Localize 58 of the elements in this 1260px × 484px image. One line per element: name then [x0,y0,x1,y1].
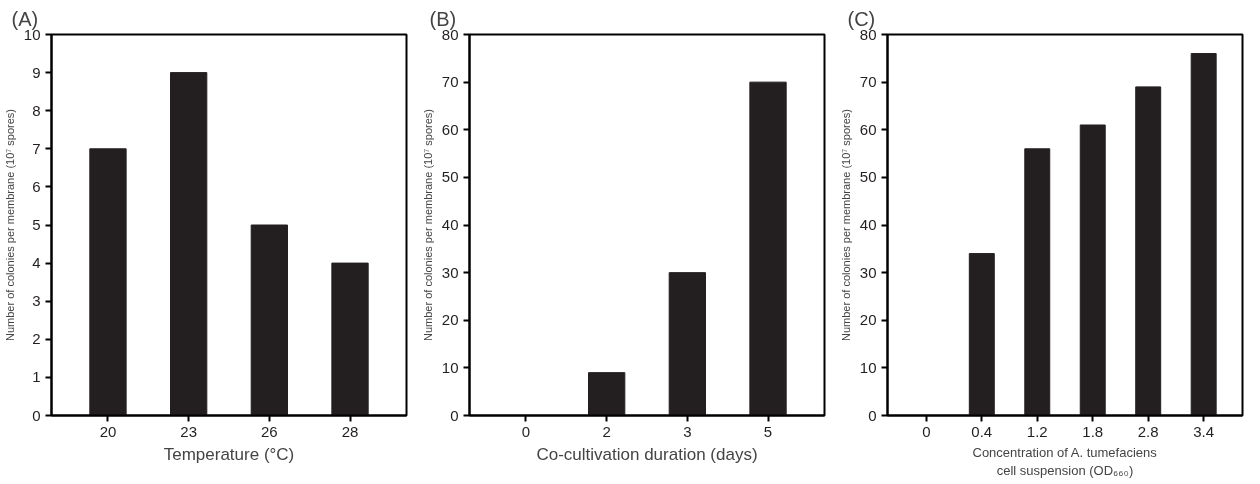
x-tick-label: 26 [261,422,278,440]
bar [1024,148,1051,416]
y-tick-label: 4 [32,254,41,272]
x-tick-label: 23 [180,422,197,440]
y-axis-title: Number of colonies per membrane (10⁷ spores) [839,108,852,342]
x-tick-label: 2.8 [1137,422,1159,440]
bar [1190,53,1217,416]
bar [331,262,369,416]
x-tick-label: 20 [99,422,117,440]
bar [968,253,995,416]
y-tick-label: 3 [32,292,41,310]
x-axis-title: Co-cultivation duration (days) [536,444,758,464]
y-tick-label: 40 [859,216,877,233]
y-tick-label: 70 [441,73,459,91]
y-tick-label: 5 [32,216,41,233]
x-tick-label: 1.8 [1082,422,1104,440]
y-tick-label: 10 [441,358,459,376]
bar [668,272,706,416]
y-tick-label: 7 [32,139,41,157]
x-tick-label: 0.4 [971,422,993,440]
x-tick-label: 1.2 [1026,422,1048,440]
x-tick-label: 28 [341,422,359,440]
y-tick-label: 60 [859,120,877,138]
x-tick-label: 3.4 [1193,422,1215,440]
bar [1079,124,1106,416]
x-tick-label: 3 [683,422,692,440]
bar [250,224,288,416]
y-tick-label: 60 [441,120,459,138]
y-tick-label: 30 [859,263,877,281]
y-tick-label: 0 [450,406,459,424]
y-tick-label: 9 [32,63,41,81]
x-tick-label: 0 [922,422,931,440]
y-tick-label: 50 [441,168,459,186]
y-tick-label: 6 [32,177,41,195]
x-axis-title: Concentration of A. tumefaciens cell suspension (OD₆₆₀) [972,444,1158,478]
x-tick-label: 2 [602,422,611,440]
y-tick-label: 40 [441,216,459,233]
y-axis-title: Number of colonies per membrane (10⁷ spores) [421,108,434,342]
y-tick-label: 70 [859,73,877,91]
y-tick-label: 8 [32,101,41,119]
y-axis-title: Number of colonies per membrane (10⁷ spores) [3,108,16,342]
x-tick-label: 5 [763,422,773,440]
bar [1135,86,1162,416]
x-axis-title: Temperature (°C) [163,444,295,464]
y-tick-label: 20 [441,311,459,329]
bar [170,72,208,416]
y-tick-label: 0 [868,406,877,424]
x-tick-label: 0 [521,422,531,440]
bar [89,148,127,416]
y-tick-label: 30 [441,263,459,281]
y-tick-label: 20 [859,311,877,329]
y-tick-label: 10 [859,358,877,376]
bar [588,372,626,416]
bar [749,81,787,416]
y-tick-label: 1 [32,368,41,386]
y-tick-label: 50 [859,168,877,186]
y-tick-label: 2 [32,330,41,348]
y-tick-label: 0 [32,406,41,424]
